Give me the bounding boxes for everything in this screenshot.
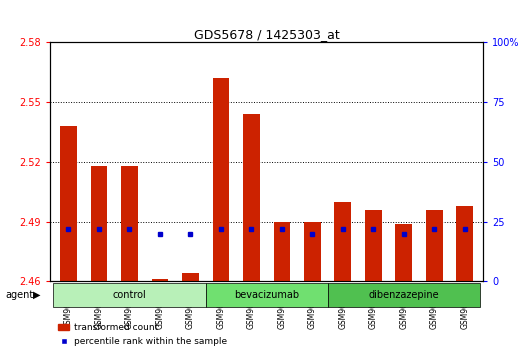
Bar — [274, 222, 290, 281]
Title: GDS5678 / 1425303_at: GDS5678 / 1425303_at — [194, 28, 340, 41]
Bar — [212, 78, 229, 281]
Bar — [121, 166, 138, 281]
Bar — [60, 126, 77, 281]
Text: dibenzazepine: dibenzazepine — [369, 290, 439, 300]
Bar — [91, 166, 107, 281]
Bar — [243, 114, 260, 281]
Legend: transformed count, percentile rank within the sample: transformed count, percentile rank withi… — [55, 320, 230, 349]
Text: control: control — [112, 290, 146, 300]
Bar — [395, 224, 412, 281]
Bar — [53, 283, 206, 307]
Text: agent: agent — [5, 290, 34, 300]
Bar — [334, 202, 351, 281]
Bar — [426, 210, 442, 281]
Bar — [182, 274, 199, 281]
Text: bevacizumab: bevacizumab — [234, 290, 299, 300]
Bar — [152, 279, 168, 281]
Bar — [327, 283, 480, 307]
Bar — [206, 283, 327, 307]
Bar — [456, 206, 473, 281]
Text: ▶: ▶ — [33, 290, 41, 300]
Bar — [365, 210, 382, 281]
Bar — [304, 222, 321, 281]
